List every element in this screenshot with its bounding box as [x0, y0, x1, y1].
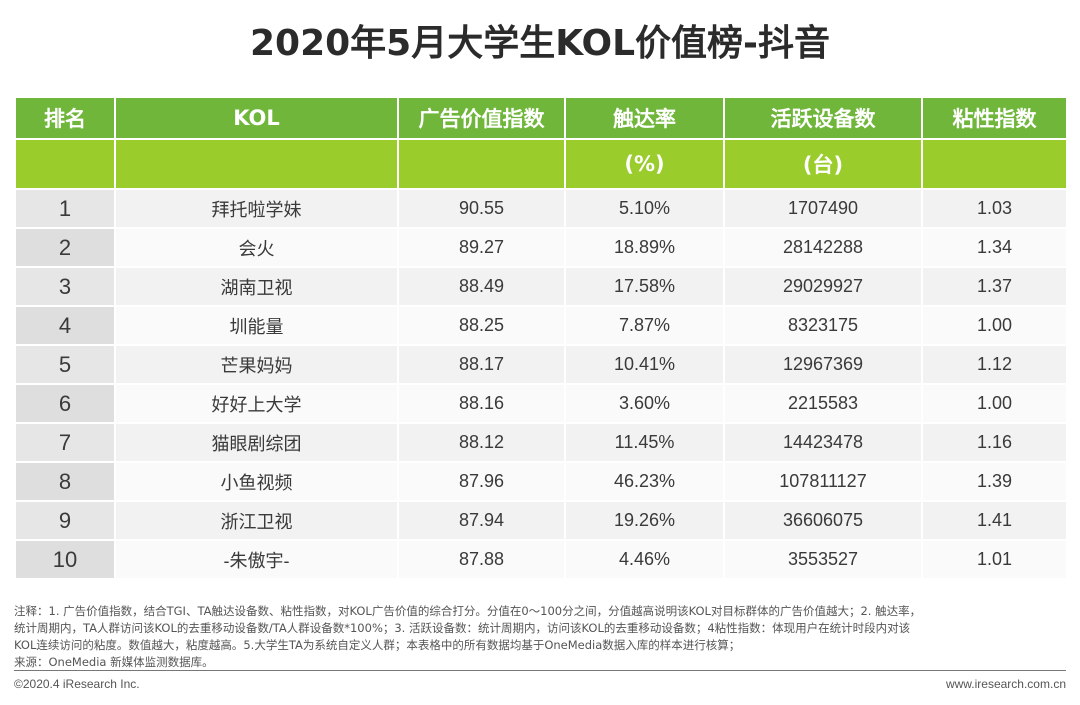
- ad-value-index-cell: 87.88: [399, 541, 564, 578]
- active-devices-cell: 14423478: [725, 424, 921, 461]
- rank-cell: 5: [16, 346, 114, 383]
- kol-name-cell: 好好上大学: [116, 385, 397, 422]
- table-row: 4 圳能量 88.25 7.87% 8323175 1.00: [16, 307, 1066, 344]
- ad-value-index-cell: 87.94: [399, 502, 564, 539]
- stickiness-index-cell: 1.16: [923, 424, 1066, 461]
- active-devices-cell: 28142288: [725, 229, 921, 266]
- page-title: 2020年5月大学生KOL价值榜-抖音: [249, 23, 830, 64]
- kol-ranking-table: 排名 KOL 广告价值指数 触达率 活跃设备数 粘性指数 (%) (台) 1 拜托…: [14, 96, 1068, 580]
- ad-value-index-cell: 87.96: [399, 463, 564, 500]
- table-row: 5 芒果妈妈 88.17 10.41% 12967369 1.12: [16, 346, 1066, 383]
- note-line: KOL连续访问的粘度。数值越大，粘度越高。5.大学生TA为系统自定义人群；本表格…: [14, 638, 741, 652]
- rank-cell: 2: [16, 229, 114, 266]
- table-row: 1 拜托啦学妹 90.55 5.10% 1707490 1.03: [16, 190, 1066, 227]
- stickiness-index-cell: 1.39: [923, 463, 1066, 500]
- stickiness-index-cell: 1.01: [923, 541, 1066, 578]
- active-devices-cell: 29029927: [725, 268, 921, 305]
- header-ad-value-index: 广告价值指数: [399, 98, 564, 138]
- rank-cell: 9: [16, 502, 114, 539]
- kol-name-cell: 猫眼剧综团: [116, 424, 397, 461]
- table-header-row: 排名 KOL 广告价值指数 触达率 活跃设备数 粘性指数: [16, 98, 1066, 138]
- reach-rate-cell: 10.41%: [566, 346, 723, 383]
- ad-value-index-cell: 88.17: [399, 346, 564, 383]
- table-subheader-row: (%) (台): [16, 140, 1066, 188]
- ad-value-index-cell: 88.49: [399, 268, 564, 305]
- footer-divider: [14, 670, 1066, 671]
- table-row: 3 湖南卫视 88.49 17.58% 29029927 1.37: [16, 268, 1066, 305]
- stickiness-index-cell: 1.41: [923, 502, 1066, 539]
- reach-rate-cell: 4.46%: [566, 541, 723, 578]
- ad-value-index-cell: 89.27: [399, 229, 564, 266]
- reach-rate-cell: 3.60%: [566, 385, 723, 422]
- table-row: 9 浙江卫视 87.94 19.26% 36606075 1.41: [16, 502, 1066, 539]
- note-line: 注释：1. 广告价值指数，结合TGI、TA触达设备数、粘性指数，对KOL广告价值…: [14, 604, 922, 618]
- kol-name-cell: 浙江卫视: [116, 502, 397, 539]
- table-body: 1 拜托啦学妹 90.55 5.10% 1707490 1.03 2 会火 89.27 18.89…: [16, 190, 1066, 578]
- reach-rate-cell: 7.87%: [566, 307, 723, 344]
- kol-name-cell: 芒果妈妈: [116, 346, 397, 383]
- active-devices-cell: 12967369: [725, 346, 921, 383]
- header-kol: KOL: [116, 98, 397, 138]
- footnotes: 注释：1. 广告价值指数，结合TGI、TA触达设备数、粘性指数，对KOL广告价值…: [14, 603, 1066, 671]
- ad-value-index-cell: 88.16: [399, 385, 564, 422]
- kol-name-cell: 拜托啦学妹: [116, 190, 397, 227]
- reach-rate-cell: 5.10%: [566, 190, 723, 227]
- active-devices-cell: 3553527: [725, 541, 921, 578]
- table-row: 6 好好上大学 88.16 3.60% 2215583 1.00: [16, 385, 1066, 422]
- stickiness-index-cell: 1.00: [923, 385, 1066, 422]
- source-line: 来源：OneMedia 新媒体监测数据库。: [14, 655, 214, 669]
- website-url: www.iresearch.com.cn: [945, 677, 1066, 691]
- header-stickiness-index: 粘性指数: [923, 98, 1066, 138]
- kol-name-cell: 圳能量: [116, 307, 397, 344]
- active-devices-cell: 36606075: [725, 502, 921, 539]
- table-row: 2 会火 89.27 18.89% 28142288 1.34: [16, 229, 1066, 266]
- active-devices-cell: 2215583: [725, 385, 921, 422]
- rank-cell: 10: [16, 541, 114, 578]
- kol-name-cell: -朱傲宇-: [116, 541, 397, 578]
- subheader-stickiness-index: [923, 140, 1066, 188]
- stickiness-index-cell: 1.03: [923, 190, 1066, 227]
- reach-rate-cell: 11.45%: [566, 424, 723, 461]
- ad-value-index-cell: 90.55: [399, 190, 564, 227]
- table-row: 7 猫眼剧综团 88.12 11.45% 14423478 1.16: [16, 424, 1066, 461]
- rank-cell: 3: [16, 268, 114, 305]
- rank-cell: 7: [16, 424, 114, 461]
- kol-name-cell: 小鱼视频: [116, 463, 397, 500]
- rank-cell: 6: [16, 385, 114, 422]
- reach-rate-cell: 17.58%: [566, 268, 723, 305]
- stickiness-index-cell: 1.00: [923, 307, 1066, 344]
- subheader-ad-value-index: [399, 140, 564, 188]
- kol-name-cell: 湖南卫视: [116, 268, 397, 305]
- rank-cell: 1: [16, 190, 114, 227]
- subheader-kol: [116, 140, 397, 188]
- active-devices-cell: 1707490: [725, 190, 921, 227]
- reach-rate-cell: 46.23%: [566, 463, 723, 500]
- header-active-devices: 活跃设备数: [725, 98, 921, 138]
- rank-cell: 8: [16, 463, 114, 500]
- stickiness-index-cell: 1.37: [923, 268, 1066, 305]
- stickiness-index-cell: 1.12: [923, 346, 1066, 383]
- stickiness-index-cell: 1.34: [923, 229, 1066, 266]
- reach-rate-cell: 18.89%: [566, 229, 723, 266]
- subheader-active-devices-unit: (台): [725, 140, 921, 188]
- table-row: 10 -朱傲宇- 87.88 4.46% 3553527 1.01: [16, 541, 1066, 578]
- subheader-reach-rate-unit: (%): [566, 140, 723, 188]
- active-devices-cell: 107811127: [725, 463, 921, 500]
- header-reach-rate: 触达率: [566, 98, 723, 138]
- copyright: ©2020.4 iResearch Inc.: [14, 677, 140, 691]
- subheader-rank: [16, 140, 114, 188]
- table-row: 8 小鱼视频 87.96 46.23% 107811127 1.39: [16, 463, 1066, 500]
- ad-value-index-cell: 88.25: [399, 307, 564, 344]
- active-devices-cell: 8323175: [725, 307, 921, 344]
- reach-rate-cell: 19.26%: [566, 502, 723, 539]
- ad-value-index-cell: 88.12: [399, 424, 564, 461]
- header-rank: 排名: [16, 98, 114, 138]
- kol-name-cell: 会火: [116, 229, 397, 266]
- note-line: 统计周期内，TA人群访问该KOL的去重移动设备数/TA人群设备数*100%；3.…: [14, 621, 911, 635]
- rank-cell: 4: [16, 307, 114, 344]
